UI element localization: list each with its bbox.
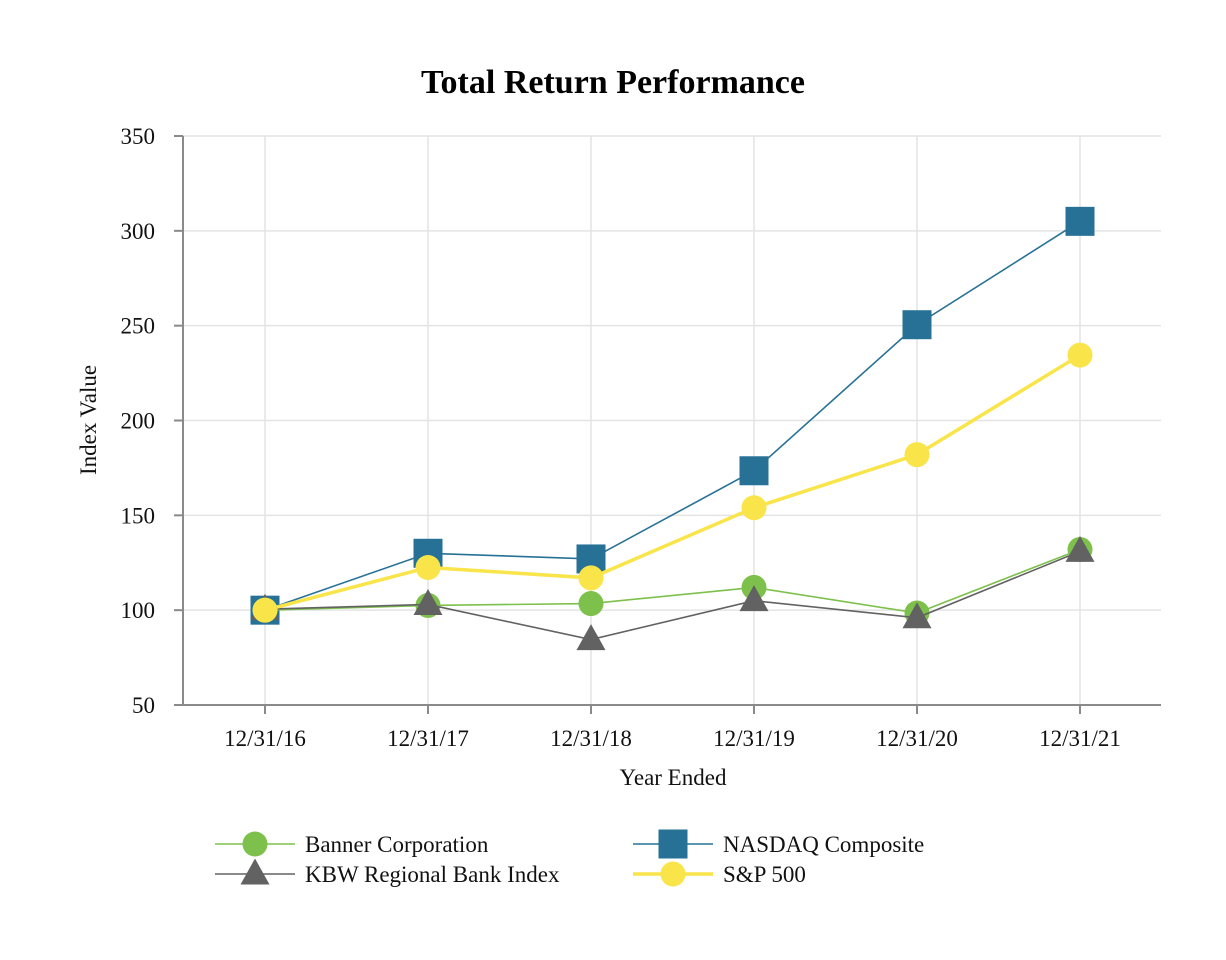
chart-title: Total Return Performance — [421, 64, 805, 101]
x-tick-label: 12/31/16 — [224, 726, 306, 751]
legend-label: KBW Regional Bank Index — [305, 862, 560, 887]
data-point-nasdaq-composite — [1065, 206, 1095, 236]
series-line-banner-corporation — [264, 548, 1081, 614]
series-line-sandp-500 — [264, 353, 1081, 612]
data-point-kbw-regional-bank-index — [1065, 535, 1095, 562]
legend-swatch-marker — [660, 861, 686, 887]
legend-swatch-marker — [242, 831, 268, 857]
y-tick-label: 300 — [121, 219, 156, 244]
x-tick-label: 12/31/19 — [713, 726, 795, 751]
x-tick-label: 12/31/17 — [387, 726, 469, 751]
data-point-kbw-regional-bank-index — [739, 585, 769, 612]
y-tick-label: 350 — [121, 124, 156, 149]
x-axis-label: Year Ended — [620, 765, 727, 790]
data-point-banner-corporation — [578, 591, 604, 617]
legend-label: NASDAQ Composite — [723, 832, 924, 857]
y-axis-label: Index Value — [76, 365, 101, 475]
series-line-kbw-regional-bank-index — [264, 550, 1081, 641]
series-line-nasdaq-composite — [264, 220, 1081, 611]
y-axis-ticks: 50 100 150 200 250 300 350 — [121, 124, 156, 718]
x-tick-label: 12/31/18 — [550, 726, 632, 751]
x-tick-label: 12/31/20 — [876, 726, 958, 751]
axes — [174, 135, 1161, 714]
legend-swatch-marker — [658, 829, 688, 859]
data-point-sandp-500 — [741, 495, 767, 521]
legend-label: S&P 500 — [723, 862, 806, 887]
x-axis-ticks: 12/31/16 12/31/17 12/31/18 12/31/19 12/31/20… — [224, 726, 1121, 751]
legend-item-nasdaq-composite: NASDAQ Composite — [633, 829, 924, 859]
series-nasdaq-composite — [250, 206, 1095, 625]
data-point-sandp-500 — [904, 442, 930, 468]
y-tick-label: 50 — [132, 693, 155, 718]
legend-item-sandp-500: S&P 500 — [633, 861, 806, 887]
y-tick-label: 150 — [121, 503, 156, 528]
legend-item-kbw-regional-bank-index: KBW Regional Bank Index — [215, 858, 560, 887]
data-point-sandp-500 — [252, 597, 278, 623]
legend-swatch-marker — [240, 858, 270, 885]
data-point-kbw-regional-bank-index — [413, 588, 443, 615]
data-point-sandp-500 — [578, 565, 604, 591]
series-sandp-500 — [252, 342, 1093, 623]
data-point-nasdaq-composite — [739, 456, 769, 486]
data-point-nasdaq-composite — [902, 310, 932, 340]
y-tick-label: 200 — [121, 409, 156, 434]
y-tick-label: 100 — [121, 598, 156, 623]
data-point-sandp-500 — [1067, 342, 1093, 368]
data-point-kbw-regional-bank-index — [902, 602, 932, 629]
y-tick-label: 250 — [121, 314, 156, 339]
data-point-sandp-500 — [415, 554, 441, 580]
data-point-kbw-regional-bank-index — [576, 624, 606, 651]
series — [250, 206, 1095, 651]
legend: Banner Corporation KBW Regional Bank Inde… — [215, 829, 924, 887]
legend-item-banner-corporation: Banner Corporation — [215, 831, 489, 857]
legend-label: Banner Corporation — [305, 832, 489, 857]
x-tick-label: 12/31/21 — [1039, 726, 1121, 751]
